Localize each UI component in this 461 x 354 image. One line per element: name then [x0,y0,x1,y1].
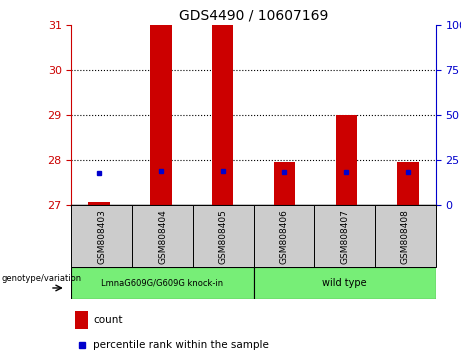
Bar [375,205,436,267]
Bar [254,205,314,267]
Text: percentile rank within the sample: percentile rank within the sample [93,340,269,350]
Bar [75,311,89,329]
Text: GSM808406: GSM808406 [279,209,289,264]
Bar [212,25,233,205]
Bar [132,205,193,267]
Text: LmnaG609G/G609G knock-in: LmnaG609G/G609G knock-in [101,279,224,288]
Bar [71,267,254,299]
Bar [193,205,254,267]
Text: GSM808407: GSM808407 [340,209,349,264]
Text: GSM808404: GSM808404 [158,209,167,264]
Text: count: count [93,315,123,325]
Bar [150,25,171,205]
Text: GSM808403: GSM808403 [97,209,106,264]
Text: GSM808408: GSM808408 [401,209,410,264]
Bar [71,205,132,267]
Text: genotype/variation: genotype/variation [1,274,82,283]
Bar [274,162,296,205]
Bar [336,115,357,205]
Bar [88,202,110,205]
Bar [254,267,436,299]
Text: GSM808405: GSM808405 [219,209,228,264]
Title: GDS4490 / 10607169: GDS4490 / 10607169 [179,8,328,22]
Bar [314,205,375,267]
Bar [397,162,419,205]
Text: wild type: wild type [322,278,367,288]
